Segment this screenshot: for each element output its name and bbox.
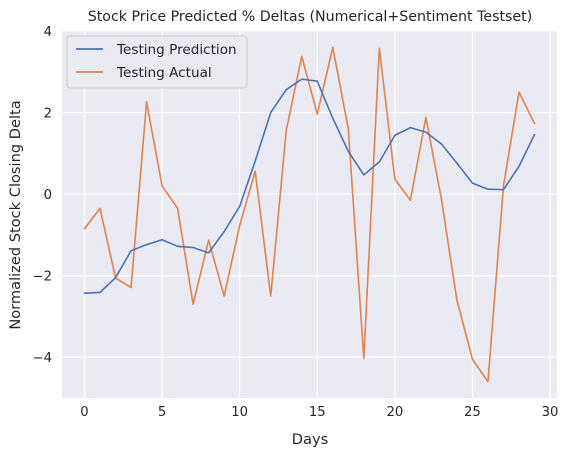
- legend-label-testing-actual: Testing Actual: [116, 65, 212, 81]
- y-axis-label: Normalized Stock Closing Delta: [7, 100, 24, 329]
- tick-labels: 0 5 10 15 20 25 30 −4 −2 0 2 4: [33, 25, 559, 420]
- y-tick-label: −4: [33, 351, 52, 366]
- x-tick-label: 30: [542, 405, 559, 420]
- x-tick-label: 20: [386, 405, 403, 420]
- series-line-testing-prediction: [83, 78, 536, 295]
- x-tick-label: 0: [80, 405, 88, 420]
- y-tick-label: 0: [44, 188, 52, 203]
- plot-area: [62, 31, 557, 398]
- y-tick-label: 2: [44, 107, 52, 122]
- y-tick-label: 4: [44, 25, 52, 40]
- legend-label-testing-prediction: Testing Prediction: [116, 42, 237, 58]
- y-tick-label: −2: [33, 270, 52, 285]
- series-lines: [83, 46, 536, 383]
- x-tick-label: 5: [158, 405, 166, 420]
- x-tick-label: 10: [231, 405, 248, 420]
- legend-box: [66, 35, 248, 89]
- x-axis-label: Days: [292, 431, 328, 448]
- chart-title: Stock Price Predicted % Deltas (Numerica…: [88, 9, 533, 25]
- x-tick-label: 15: [309, 405, 326, 420]
- legend: Testing Prediction Testing Actual: [66, 35, 248, 89]
- series-line-testing-actual: [83, 46, 536, 383]
- grid-lines: [62, 30, 557, 398]
- x-tick-label: 25: [464, 405, 481, 420]
